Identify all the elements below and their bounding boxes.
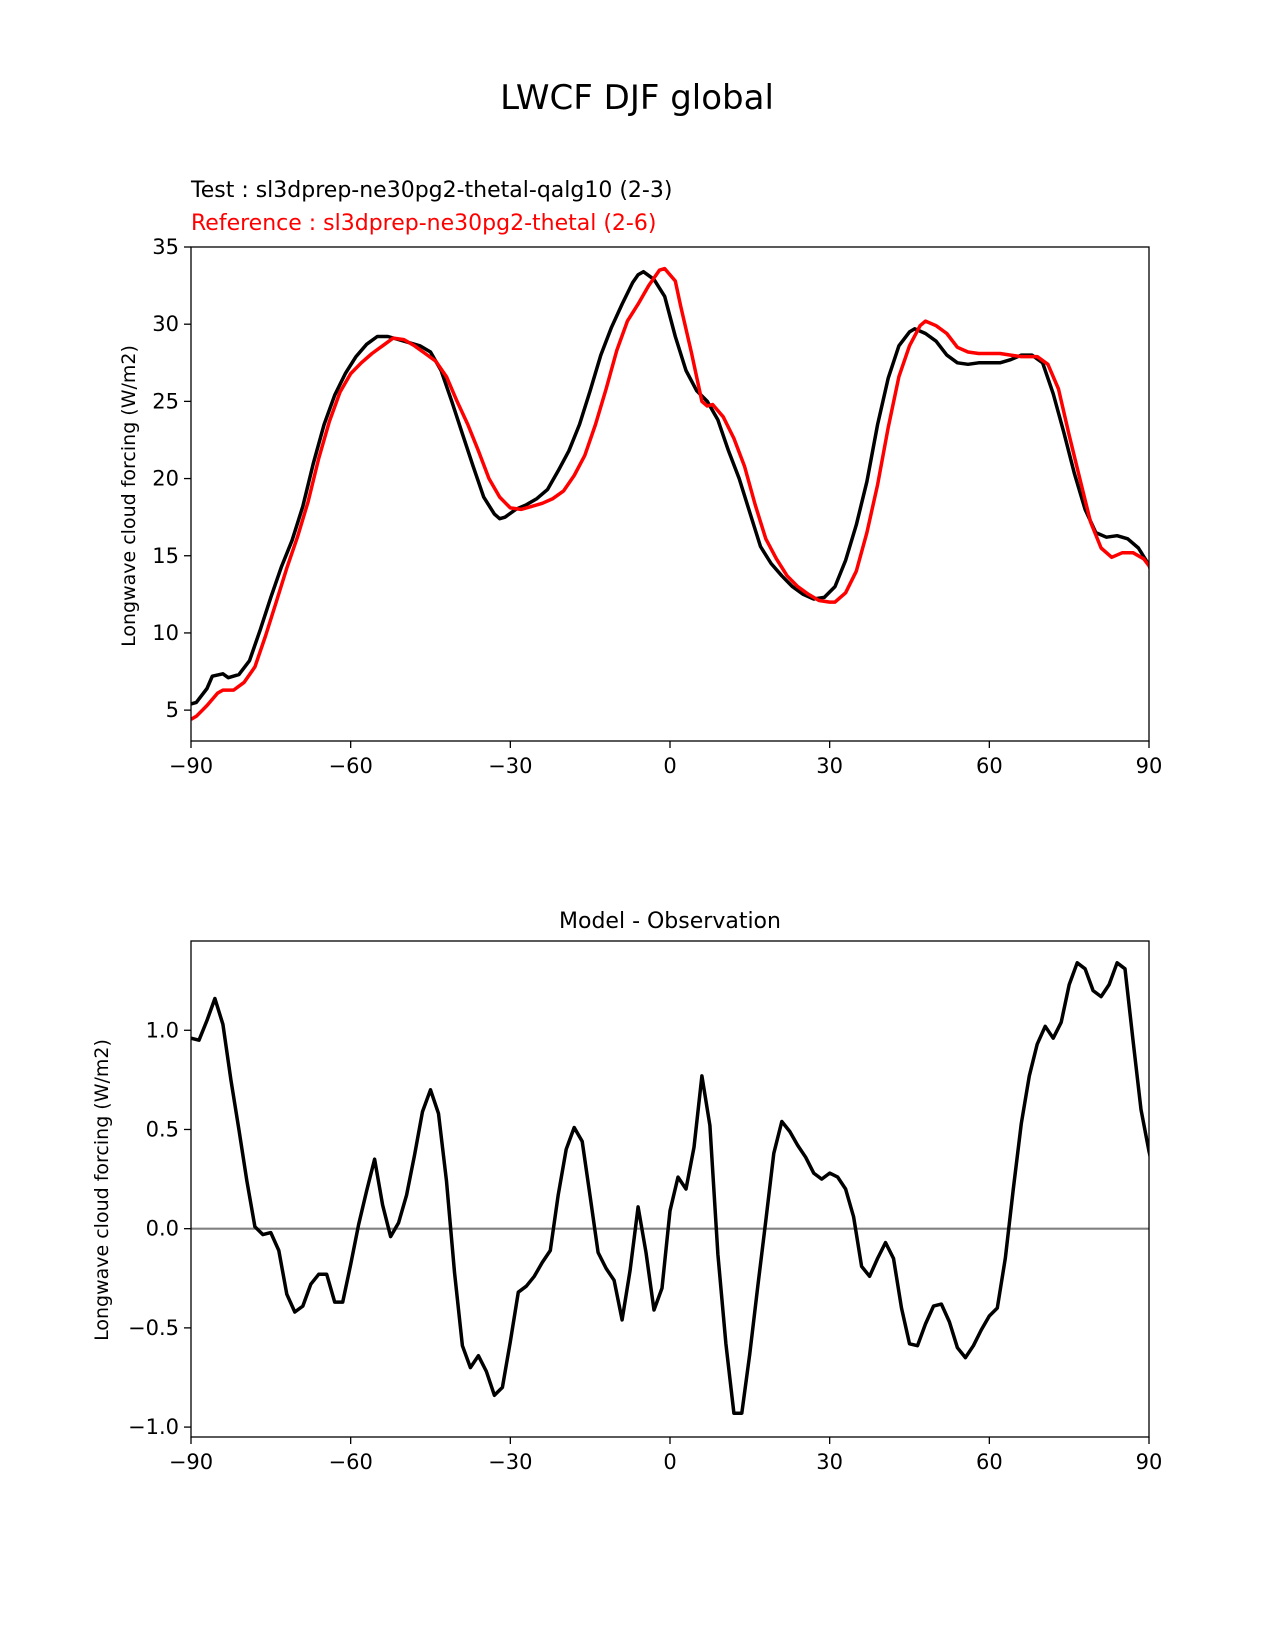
bottom-axis-ticks: −90 −60 −30 0 30 60 90 −1.0 −0.5 0.0 0.5 1.0 xyxy=(128,1018,1162,1474)
top-xtick-label: 0 xyxy=(663,754,676,778)
test-series-line xyxy=(191,269,1149,706)
top-axis-ticks: −90 −60 −30 0 30 60 90 5 10 15 20 25 30 35 xyxy=(152,235,1162,778)
bottom-xtick-label: 30 xyxy=(816,1450,843,1474)
top-ytick-label: 30 xyxy=(152,312,179,336)
bottom-ylabel: Longwave cloud forcing (W/m2) xyxy=(91,1039,113,1341)
bottom-ytick-label: 0.0 xyxy=(146,1217,179,1241)
reference-label: Reference : sl3dprep-ne30pg2-thetal (2-6… xyxy=(191,211,656,236)
bottom-xtick-label: 90 xyxy=(1136,1450,1163,1474)
top-ylabel: Longwave cloud forcing (W/m2) xyxy=(118,345,140,647)
difference-series-line xyxy=(191,961,1149,1415)
top-ytick-label: 10 xyxy=(152,621,179,645)
top-panel: Test : sl3dprep-ne30pg2-thetal-qalg10 (2… xyxy=(118,178,1162,778)
top-xtick-label: 60 xyxy=(976,754,1003,778)
bottom-title: Model - Observation xyxy=(559,909,781,934)
top-ytick-label: 15 xyxy=(152,544,179,568)
figure-title: LWCF DJF global xyxy=(500,78,774,118)
bottom-xtick-label: 60 xyxy=(976,1450,1003,1474)
top-ytick-label: 20 xyxy=(152,467,179,491)
bottom-ytick-label: 1.0 xyxy=(146,1018,179,1042)
bottom-xtick-label: −60 xyxy=(329,1450,373,1474)
test-label: Test : sl3dprep-ne30pg2-thetal-qalg10 (2… xyxy=(190,178,672,203)
top-xtick-label: −60 xyxy=(329,754,373,778)
bottom-ytick-label: 0.5 xyxy=(146,1117,179,1141)
top-xtick-label: −90 xyxy=(169,754,213,778)
bottom-axes-frame xyxy=(190,940,1150,1438)
bottom-series-group xyxy=(191,961,1149,1415)
reference-series-line xyxy=(191,266,1149,721)
bottom-ytick-label: −0.5 xyxy=(128,1316,179,1340)
top-axes-frame xyxy=(190,246,1150,742)
top-xtick-label: −30 xyxy=(488,754,532,778)
bottom-xtick-label: 0 xyxy=(663,1450,676,1474)
top-ytick-label: 25 xyxy=(152,389,179,413)
bottom-ytick-label: −1.0 xyxy=(128,1415,179,1439)
bottom-panel: Model - Observation Longwave cloud forci… xyxy=(91,909,1162,1474)
top-series-group xyxy=(191,266,1149,721)
bottom-xtick-label: −90 xyxy=(169,1450,213,1474)
top-xtick-label: 30 xyxy=(816,754,843,778)
bottom-xtick-label: −30 xyxy=(488,1450,532,1474)
top-ytick-label: 35 xyxy=(152,235,179,259)
top-ytick-label: 5 xyxy=(166,698,179,722)
top-xtick-label: 90 xyxy=(1136,754,1163,778)
